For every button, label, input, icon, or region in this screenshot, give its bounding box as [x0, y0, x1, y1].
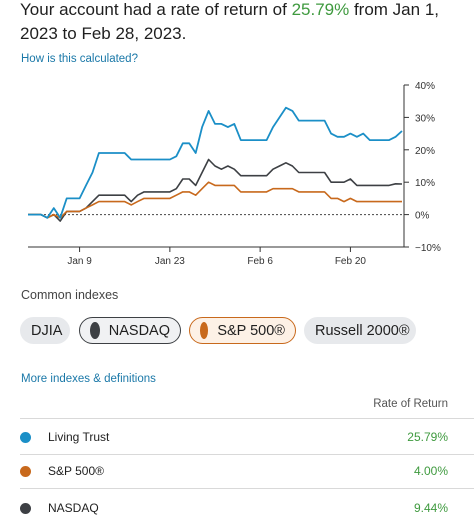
- series-line-living-trust: [28, 106, 403, 219]
- row-name: NASDAQ: [48, 501, 99, 515]
- chip-nasdaq-label: NASDAQ: [108, 322, 170, 339]
- table-row-living-trust: Living Trust 25.79%: [20, 427, 448, 447]
- sp500-row-dot-icon: [20, 465, 31, 477]
- living-trust-dot-icon: [20, 431, 31, 443]
- nasdaq-dot-icon: [90, 322, 100, 339]
- headline-prefix: Your account had a rate of return of: [20, 0, 292, 19]
- chip-russell[interactable]: Russell 2000®: [304, 317, 416, 344]
- x-tick-label: Jan 9: [67, 256, 92, 267]
- more-indexes-link[interactable]: More indexes & definitions: [21, 373, 156, 385]
- y-tick-label: 10%: [415, 178, 435, 189]
- series-line-nasdaq: [28, 158, 403, 222]
- chip-nasdaq[interactable]: NASDAQ: [79, 317, 181, 344]
- divider: [20, 418, 474, 419]
- y-tick-label: 40%: [415, 81, 435, 92]
- chip-russell-label: Russell 2000®: [315, 322, 410, 339]
- row-value: 25.79%: [407, 430, 448, 444]
- nasdaq-row-dot-icon: [20, 502, 31, 514]
- series-line-s-p-500: [28, 181, 402, 219]
- table-row-nasdaq: NASDAQ 9.44%: [20, 498, 448, 518]
- row-name: S&P 500®: [48, 464, 104, 478]
- chip-djia-label: DJIA: [31, 322, 63, 339]
- x-tick-label: Feb 6: [247, 256, 273, 267]
- sp500-dot-icon: [200, 322, 209, 339]
- row-name: Living Trust: [48, 430, 110, 444]
- chip-djia[interactable]: DJIA: [20, 317, 70, 344]
- y-tick-label: 20%: [415, 146, 435, 157]
- divider: [20, 454, 474, 455]
- x-tick-label: Feb 20: [335, 256, 367, 267]
- headline-suffix: from Jan 1, 2023 to Feb 28, 2023.: [20, 0, 439, 43]
- y-tick-label: 30%: [415, 113, 435, 124]
- table-row-sp500: S&P 500® 4.00%: [20, 461, 448, 481]
- divider: [20, 488, 474, 489]
- headline: Your account had a rate of return of 25.…: [20, 0, 465, 46]
- headline-percent: 25.79%: [291, 0, 350, 19]
- row-value: 9.44%: [413, 501, 448, 515]
- chip-sp500[interactable]: S&P 500®: [189, 317, 296, 344]
- row-value: 4.00%: [413, 464, 448, 478]
- how-calculated-link[interactable]: How is this calculated?: [21, 53, 138, 65]
- y-tick-label: 0%: [415, 211, 430, 222]
- performance-chart: 40% 30% 20% 10% 0% −10% Jan 9 Jan 23 Feb 6 Feb 20: [28, 81, 441, 267]
- x-tick-label: Jan 23: [155, 256, 185, 267]
- y-tick-label: −10%: [415, 243, 441, 254]
- common-indexes-title: Common indexes: [21, 288, 119, 302]
- chip-sp500-label: S&P 500®: [217, 322, 285, 339]
- rate-of-return-header: Rate of Return: [373, 398, 448, 410]
